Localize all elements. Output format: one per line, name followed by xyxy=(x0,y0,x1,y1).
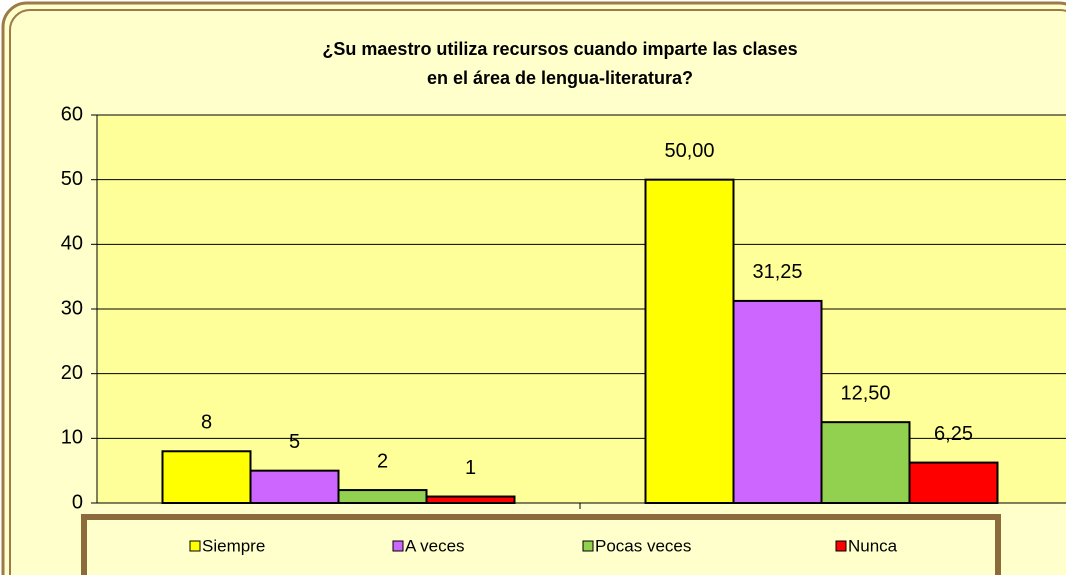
inner-frame xyxy=(9,9,1066,575)
legend-label: Pocas veces xyxy=(595,536,691,555)
bar xyxy=(644,178,735,505)
bar xyxy=(249,469,340,504)
y-tick-label: 60 xyxy=(61,103,83,125)
bar xyxy=(820,421,911,504)
bar xyxy=(425,495,516,504)
y-tick-label: 20 xyxy=(61,362,83,384)
legend-swatch xyxy=(835,540,847,552)
bar xyxy=(732,299,823,504)
legend-label: Nunca xyxy=(848,536,898,555)
legend-swatch xyxy=(392,540,404,552)
bar xyxy=(337,489,428,505)
y-tick-label: 10 xyxy=(61,427,83,449)
bar xyxy=(908,461,999,505)
bar xyxy=(161,450,252,504)
chart-title: ¿Su maestro utiliza recursos cuando impa… xyxy=(322,39,797,59)
data-label: 1 xyxy=(465,457,476,479)
y-tick-label: 40 xyxy=(61,233,83,255)
y-tick-label: 30 xyxy=(61,297,83,319)
data-label: 50,00 xyxy=(664,140,714,162)
y-tick-label: 0 xyxy=(72,491,83,513)
data-label: 5 xyxy=(289,431,300,453)
data-label: 8 xyxy=(201,412,212,434)
data-label: 12,50 xyxy=(840,382,890,404)
data-label: 2 xyxy=(377,450,388,472)
legend-swatch xyxy=(582,540,594,552)
y-tick-label: 50 xyxy=(61,168,83,190)
data-label: 31,25 xyxy=(752,261,802,283)
legend-label: Siempre xyxy=(202,536,265,555)
data-label: 6,25 xyxy=(934,423,973,445)
legend-swatch xyxy=(189,540,201,552)
chart-title: en el área de lengua-literatura? xyxy=(427,68,693,88)
legend-label: A veces xyxy=(405,536,465,555)
